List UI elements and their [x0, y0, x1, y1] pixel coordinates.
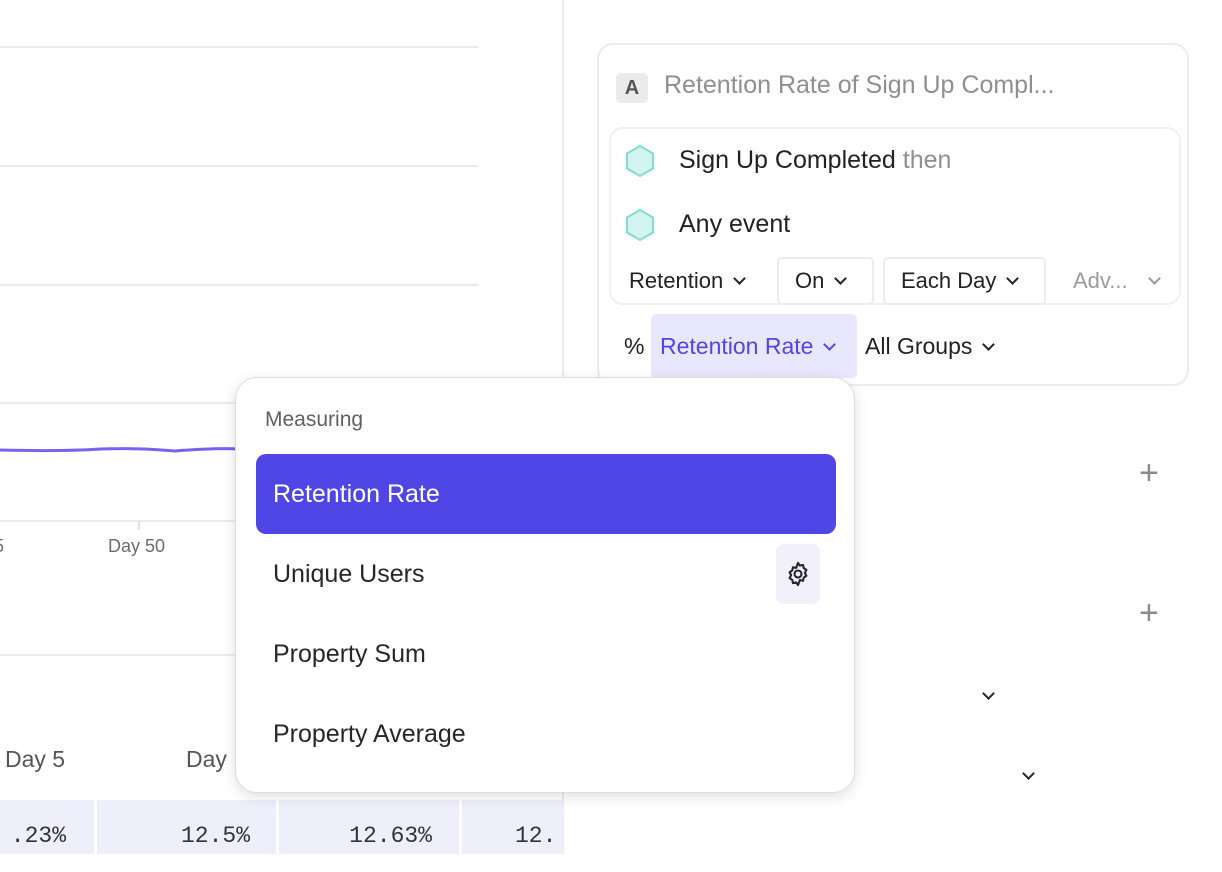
- gridline: [0, 284, 478, 286]
- then-label: then: [902, 146, 952, 174]
- advanced-label: Adv...: [1073, 268, 1128, 293]
- query-letter-badge: A: [616, 73, 648, 103]
- menu-item-property-sum[interactable]: Property Sum: [256, 614, 995, 700]
- chevron-down-icon: [1021, 767, 1035, 780]
- cell-divider: [94, 800, 97, 854]
- first-event-label: Sign Up Completed: [679, 146, 896, 174]
- chevron-down-icon: [834, 272, 848, 285]
- chevron-down-icon: [982, 338, 996, 351]
- menu-item-label: Property Sum: [273, 640, 426, 668]
- menu-item-retention-rate[interactable]: Retention Rate: [256, 454, 836, 534]
- chevron-down-icon: [981, 687, 995, 700]
- groups-label: All Groups: [865, 333, 973, 359]
- retention-label: Retention: [629, 268, 724, 293]
- table-row: .23% 12.5% 12.63% 12.: [0, 800, 563, 854]
- add-icon[interactable]: +: [1139, 594, 1159, 632]
- groups-dropdown[interactable]: All Groups: [865, 314, 996, 378]
- measuring-menu: Measuring Retention Rate Unique Users Pr…: [235, 377, 1035, 793]
- measure-dropdown[interactable]: Retention Rate: [651, 314, 857, 378]
- event-hexagon-icon: [626, 145, 654, 177]
- event-block: Sign Up Completed then Any event Retenti…: [609, 127, 1181, 305]
- x-tick-label: Day 50: [108, 536, 166, 556]
- advanced-dropdown[interactable]: Adv...: [1055, 257, 1161, 305]
- gridline: [0, 46, 478, 48]
- column-header: Day: [186, 746, 227, 772]
- table-cell: .23%: [10, 823, 66, 849]
- cell-divider: [276, 800, 279, 854]
- menu-item-label: Unique Users: [273, 560, 425, 588]
- period-dropdown[interactable]: Each Day: [883, 257, 1046, 305]
- x-tick-label: 5: [0, 536, 4, 557]
- gridline: [0, 165, 478, 167]
- menu-heading: Measuring: [265, 408, 364, 431]
- x-tick: [138, 521, 140, 530]
- settings-button[interactable]: [776, 544, 820, 604]
- retention-dropdown[interactable]: Retention: [611, 257, 747, 305]
- period-label: Each Day: [901, 268, 997, 293]
- second-event[interactable]: Any event: [679, 210, 791, 238]
- column-header: Day 5: [5, 746, 66, 772]
- measure-label: Retention Rate: [660, 333, 814, 359]
- menu-item-property-average[interactable]: Property Average: [256, 694, 1035, 780]
- on-dropdown[interactable]: On: [777, 257, 874, 305]
- query-card: A Retention Rate of Sign Up Compl... Sig…: [597, 43, 1189, 386]
- percent-symbol: %: [624, 333, 645, 359]
- chevron-down-icon: [733, 272, 747, 285]
- table-cell: 12.5%: [180, 823, 250, 849]
- first-event[interactable]: Sign Up Completed then: [679, 146, 951, 175]
- on-label: On: [795, 268, 825, 293]
- gear-icon: [788, 561, 808, 587]
- retention-line: [0, 447, 240, 453]
- menu-item-unique-users[interactable]: Unique Users: [256, 534, 836, 614]
- chevron-down-icon: [823, 338, 837, 351]
- table-cell: 12.63%: [349, 823, 432, 849]
- cell-divider: [459, 800, 462, 854]
- table-cell: 12.: [515, 823, 557, 849]
- add-icon[interactable]: +: [1139, 454, 1159, 492]
- chevron-down-icon: [1006, 272, 1020, 285]
- menu-item-label: Property Average: [273, 720, 466, 748]
- query-title[interactable]: Retention Rate of Sign Up Compl...: [664, 71, 1055, 99]
- chevron-down-icon: [1147, 272, 1161, 285]
- event-hexagon-icon: [626, 209, 654, 241]
